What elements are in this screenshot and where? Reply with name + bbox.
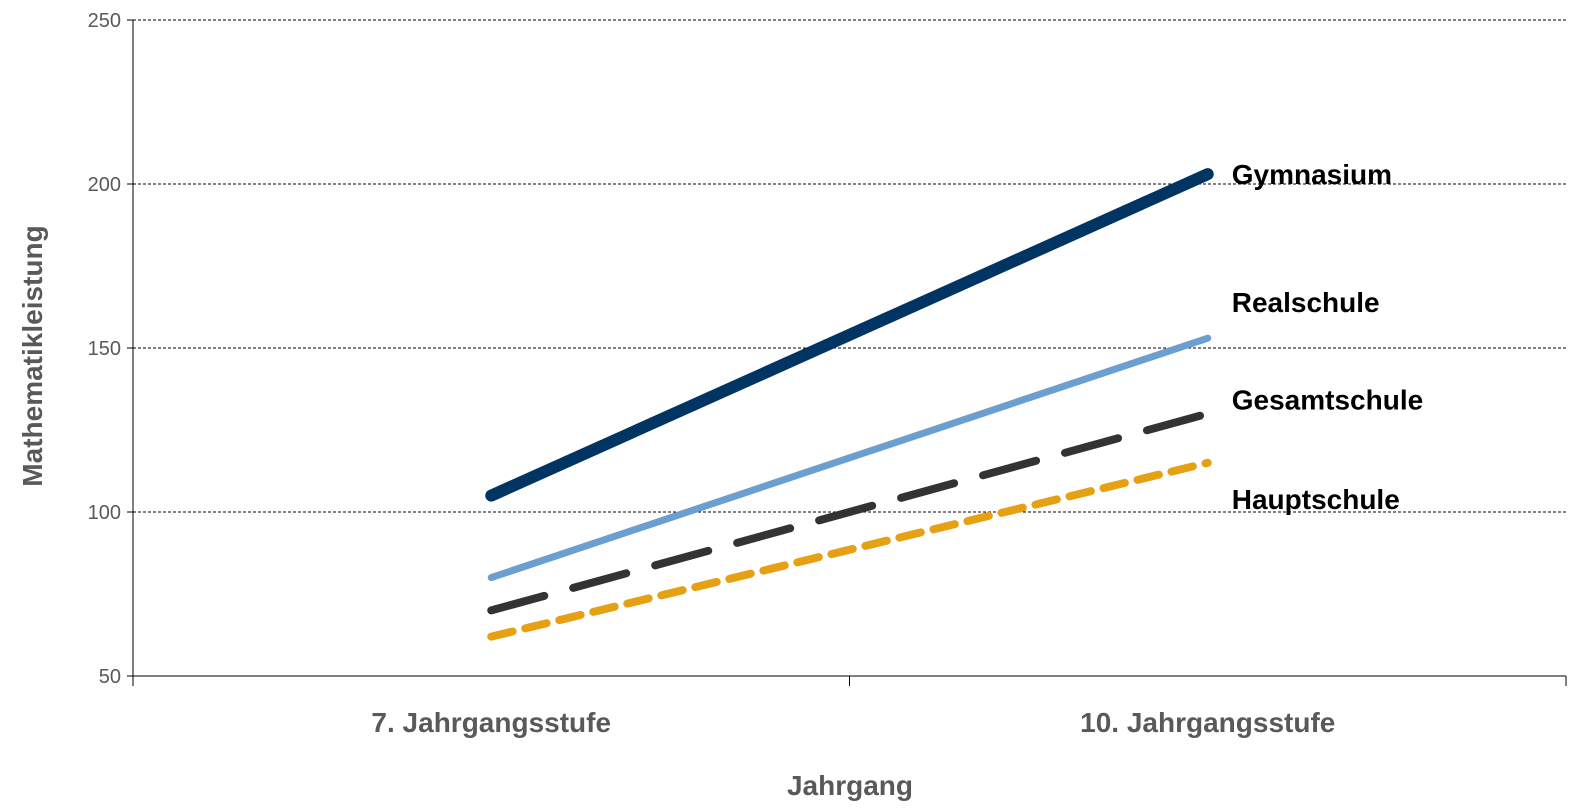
x-category-labels: 7. Jahrgangsstufe 10. Jahrgangsstufe bbox=[371, 707, 1335, 738]
series-lines bbox=[485, 168, 1214, 641]
x-category-label: 10. Jahrgangsstufe bbox=[1080, 707, 1335, 738]
gridlines bbox=[133, 19, 1566, 513]
y-tick-label: 200 bbox=[88, 174, 121, 196]
y-axis-title: Mathematikleistung bbox=[17, 225, 48, 486]
y-tick-label: 250 bbox=[88, 10, 121, 32]
y-tick-label: 50 bbox=[99, 666, 121, 688]
axes bbox=[127, 19, 1567, 686]
series-label-gesamtschule: Gesamtschule bbox=[1232, 385, 1423, 416]
series-line-gymnasium bbox=[485, 168, 1214, 502]
series-label-realschule: Realschule bbox=[1232, 287, 1380, 318]
series-line-hauptschule bbox=[487, 458, 1212, 641]
y-tick-label: 100 bbox=[88, 502, 121, 524]
x-axis-title: Jahrgang bbox=[787, 770, 913, 801]
series-labels: Gymnasium Realschule Gesamtschule Hauptschu… bbox=[1232, 159, 1423, 515]
y-tick-label: 150 bbox=[88, 338, 121, 360]
series-line-realschule bbox=[487, 334, 1212, 582]
y-tick-labels: 50 100 150 200 250 bbox=[88, 10, 121, 688]
series-label-hauptschule: Hauptschule bbox=[1232, 484, 1400, 515]
x-category-label: 7. Jahrgangsstufe bbox=[371, 707, 611, 738]
series-line-gesamtschule bbox=[487, 409, 1212, 615]
series-label-gymnasium: Gymnasium bbox=[1232, 159, 1392, 190]
